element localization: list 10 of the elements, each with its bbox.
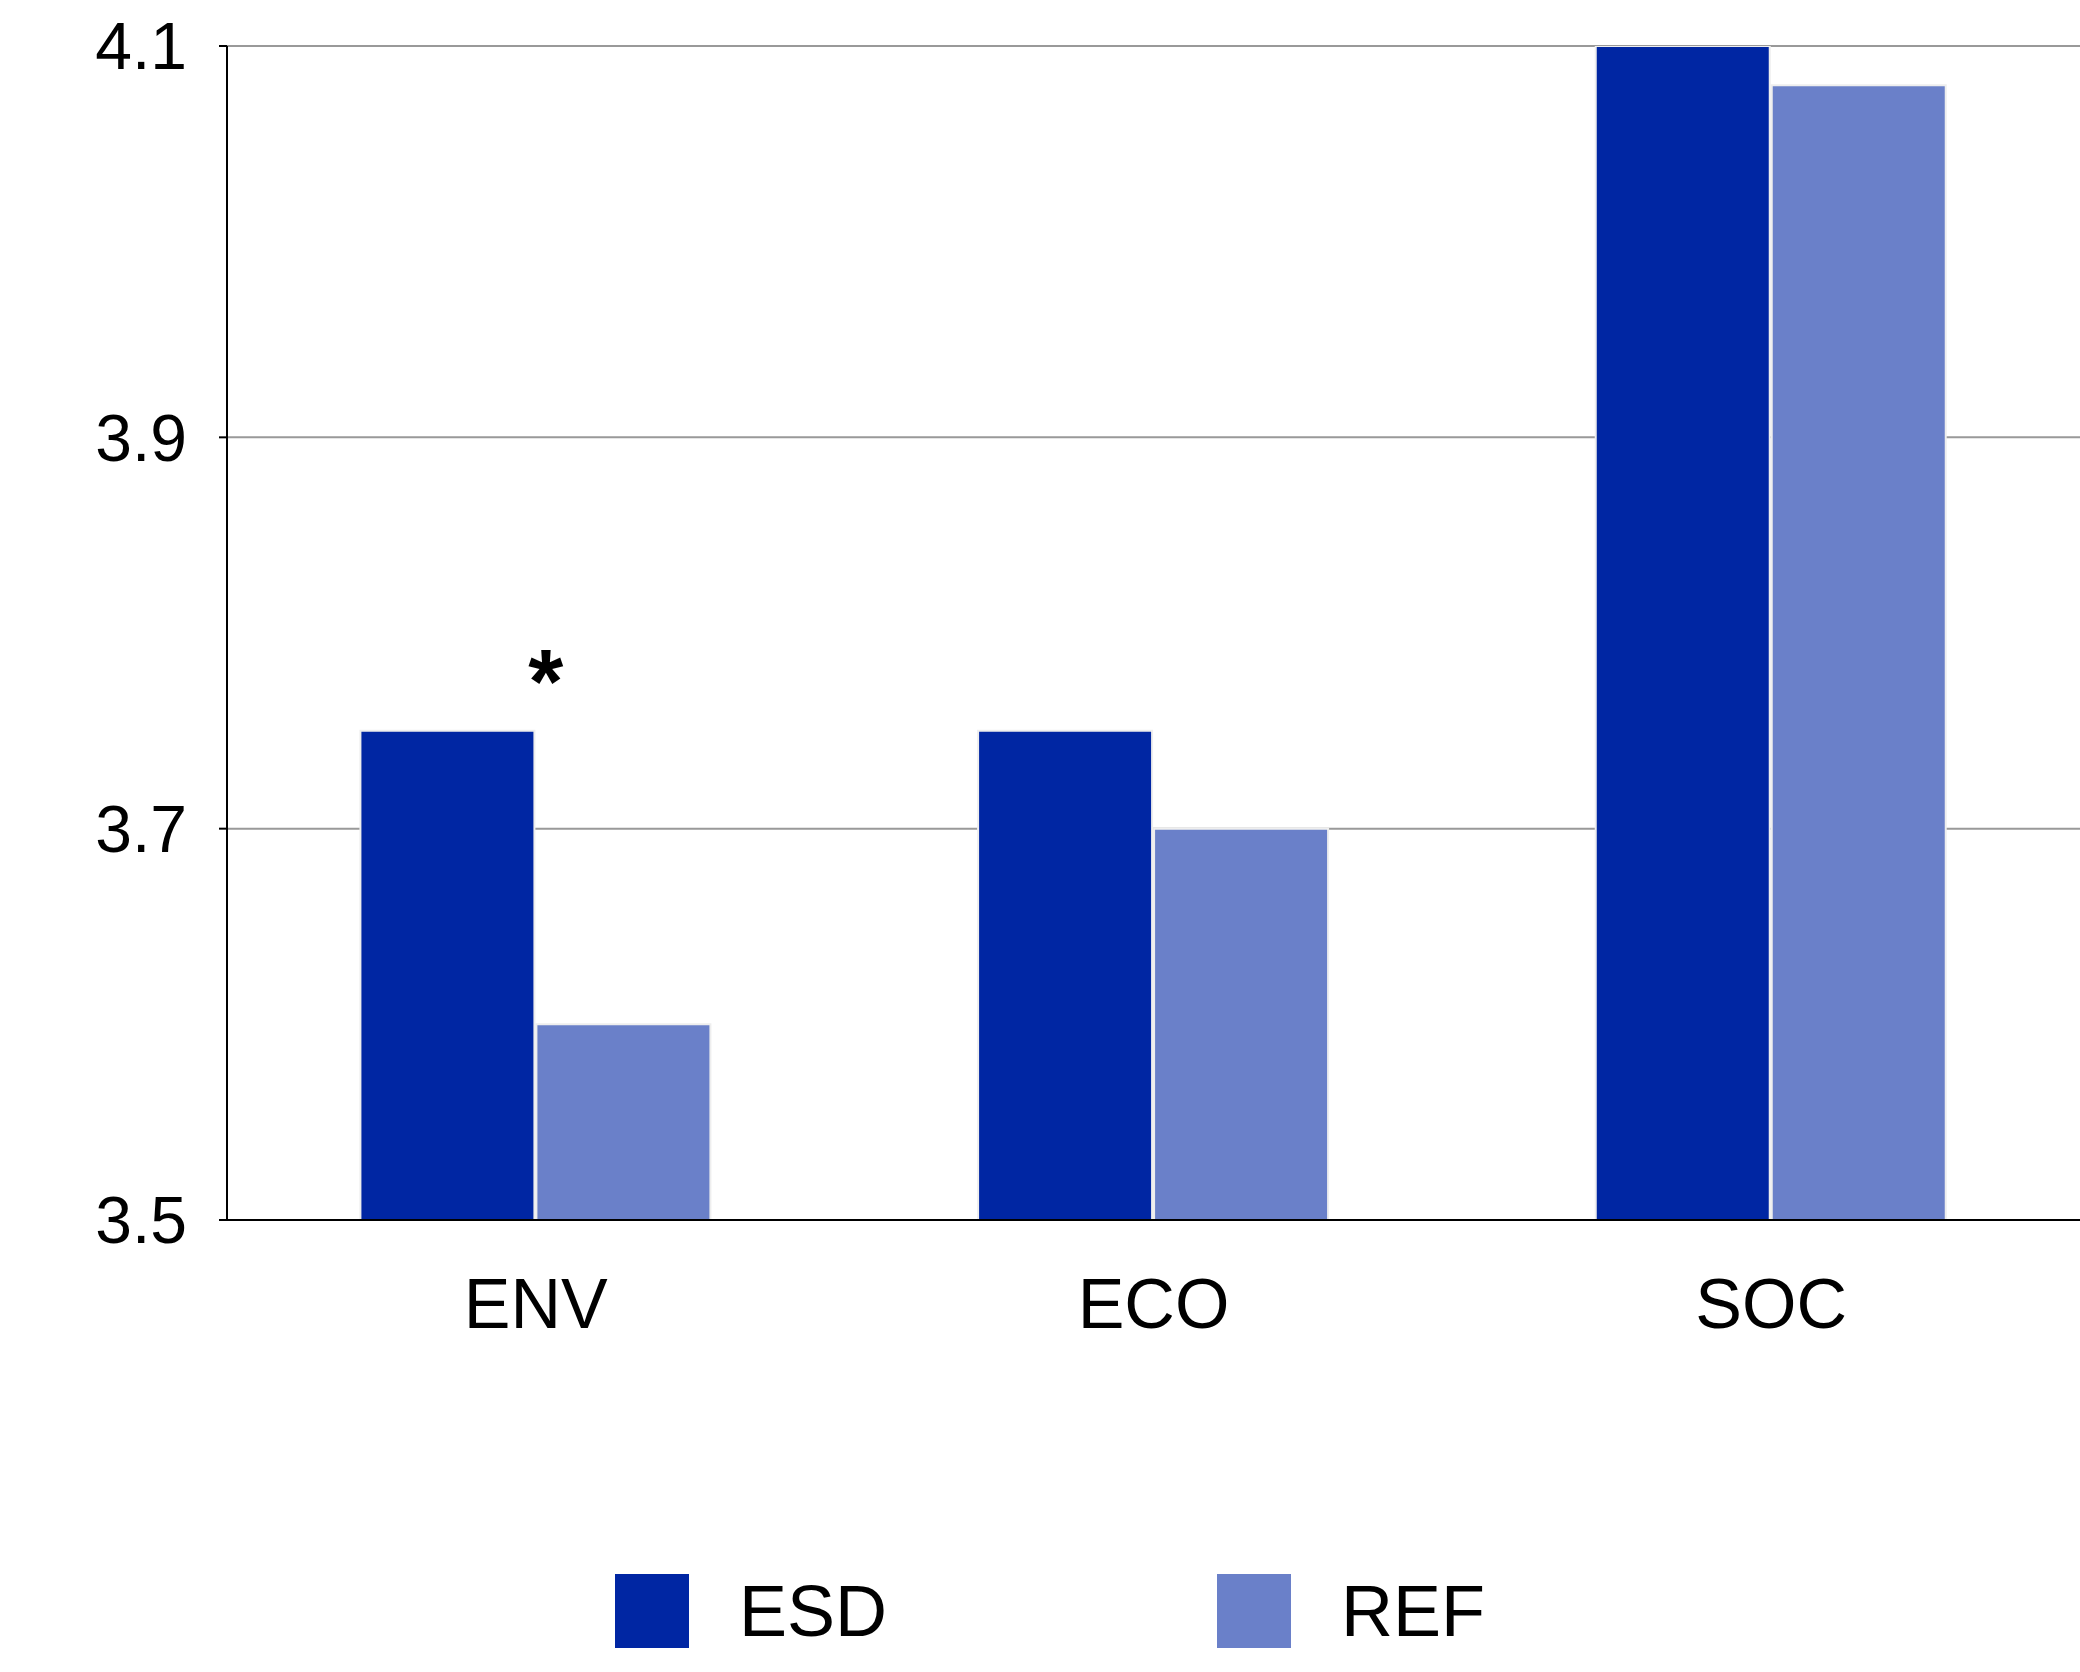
x-tick-label: ECO	[1077, 1264, 1230, 1343]
y-tick-label: 4.1	[95, 9, 187, 84]
y-tick-label: 3.9	[95, 400, 187, 475]
legend-label: ESD	[738, 1570, 888, 1652]
y-tick-label: 3.7	[95, 792, 187, 867]
x-tick-label: ENV	[463, 1264, 609, 1343]
x-tick-label: SOC	[1695, 1264, 1848, 1343]
y-tick-label: 3.5	[95, 1183, 187, 1258]
legend-label: REF	[1341, 1570, 1486, 1652]
annotation: *	[528, 631, 564, 732]
